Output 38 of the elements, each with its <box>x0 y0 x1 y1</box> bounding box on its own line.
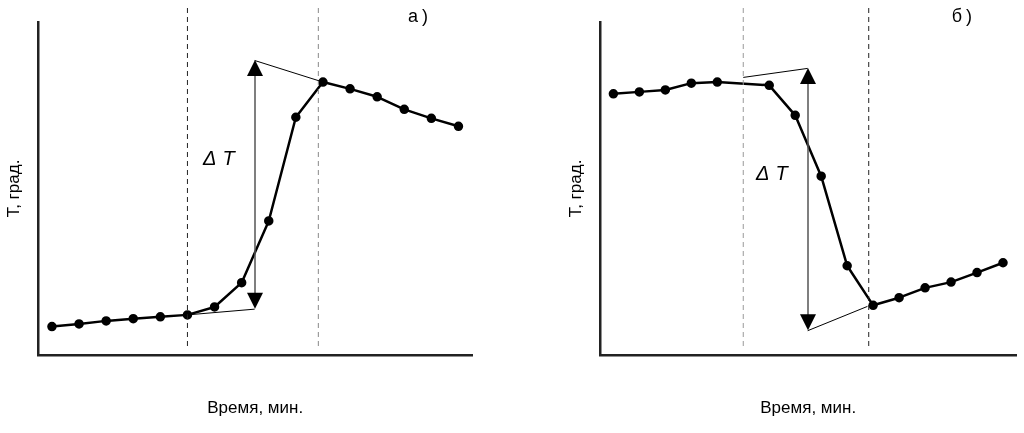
chart-title: б) <box>951 5 976 26</box>
point <box>291 112 301 123</box>
y-axis-title: T, град. <box>565 159 585 218</box>
x-axis-title: Время, мин. <box>207 398 304 418</box>
point <box>318 77 328 87</box>
point <box>47 321 57 332</box>
point <box>236 277 247 288</box>
point <box>74 319 84 329</box>
point <box>128 313 138 324</box>
point <box>660 85 671 95</box>
point <box>209 302 220 312</box>
point <box>998 257 1008 268</box>
y-axis-title: T, град. <box>3 159 23 218</box>
point <box>155 312 166 322</box>
annotation: ΔT <box>202 147 241 170</box>
point <box>686 78 697 88</box>
point <box>372 92 382 102</box>
point <box>868 300 878 311</box>
point <box>790 110 800 121</box>
point <box>946 277 956 287</box>
point <box>399 104 409 115</box>
point <box>816 171 826 181</box>
point <box>608 89 619 99</box>
point <box>101 316 111 326</box>
point <box>264 216 274 226</box>
point <box>345 84 355 94</box>
point <box>426 113 437 124</box>
point <box>634 87 645 97</box>
point <box>972 267 982 278</box>
point <box>712 77 723 87</box>
x-axis-title: Время, мин. <box>760 398 857 418</box>
point <box>764 80 774 91</box>
point <box>920 283 930 293</box>
point <box>842 261 852 271</box>
point <box>453 121 464 132</box>
chart-title: а) <box>407 5 432 26</box>
point <box>894 292 904 303</box>
annotation: ΔT <box>755 162 794 185</box>
